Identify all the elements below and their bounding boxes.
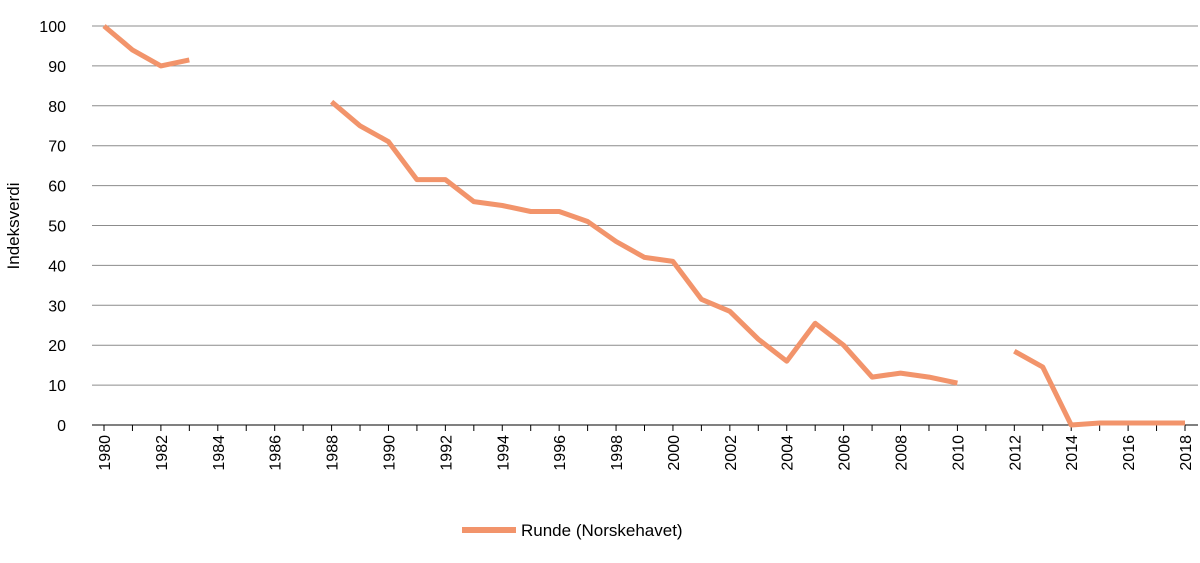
y-tick-label: 40 xyxy=(48,258,66,275)
y-tick-label: 80 xyxy=(48,99,66,116)
x-tick-label: 1998 xyxy=(609,435,626,471)
x-tick-label: 2006 xyxy=(837,435,854,471)
x-tick-label: 2016 xyxy=(1121,435,1138,471)
legend: Runde (Norskehavet) xyxy=(462,521,683,540)
x-tick-labels: 1980 1982 1984 1986 1988 1990 1992 1994 1996 1998… xyxy=(97,435,1195,471)
y-tick-label: 30 xyxy=(48,298,66,315)
x-tick-label: 1992 xyxy=(438,435,455,471)
y-axis-title: Indeksverdi xyxy=(4,183,23,270)
legend-label: Runde (Norskehavet) xyxy=(521,521,683,540)
x-tick-label: 2000 xyxy=(666,435,683,471)
x-tick-label: 1986 xyxy=(268,435,285,471)
series-line-segment xyxy=(1013,349,1185,428)
axes xyxy=(92,424,1198,431)
x-tick-label: 1988 xyxy=(325,435,342,471)
x-tick-label: 2008 xyxy=(894,435,911,471)
y-tick-labels: 0 10 20 30 40 50 60 70 80 90 100 xyxy=(39,19,66,435)
x-tick-label: 2014 xyxy=(1064,435,1081,471)
y-tick-label: 20 xyxy=(48,338,66,355)
y-tick-label: 70 xyxy=(48,139,66,156)
y-tick-label: 60 xyxy=(48,179,66,196)
x-tick-label: 1984 xyxy=(211,435,228,471)
x-tick-label: 2010 xyxy=(950,435,967,471)
x-tick-label: 2012 xyxy=(1007,435,1024,471)
x-tick-label: 2002 xyxy=(723,435,740,471)
y-tick-label: 90 xyxy=(48,59,66,76)
series-line-segment xyxy=(102,24,190,69)
x-tick-label: 2004 xyxy=(780,435,797,471)
y-tick-label: 50 xyxy=(48,219,66,236)
series-line-segment xyxy=(329,99,958,386)
x-tick-label: 1980 xyxy=(97,435,114,471)
gridlines xyxy=(92,25,1198,386)
y-tick-label: 10 xyxy=(48,378,66,395)
y-tick-label: 0 xyxy=(57,418,66,435)
x-tick-label: 2018 xyxy=(1178,435,1195,471)
x-tick-label: 1982 xyxy=(154,435,171,471)
y-tick-label: 100 xyxy=(39,19,66,36)
x-tick-label: 1996 xyxy=(552,435,569,471)
x-tick-label: 1994 xyxy=(495,435,512,471)
series-lines xyxy=(102,24,1185,428)
x-tick-label: 1990 xyxy=(381,435,398,471)
